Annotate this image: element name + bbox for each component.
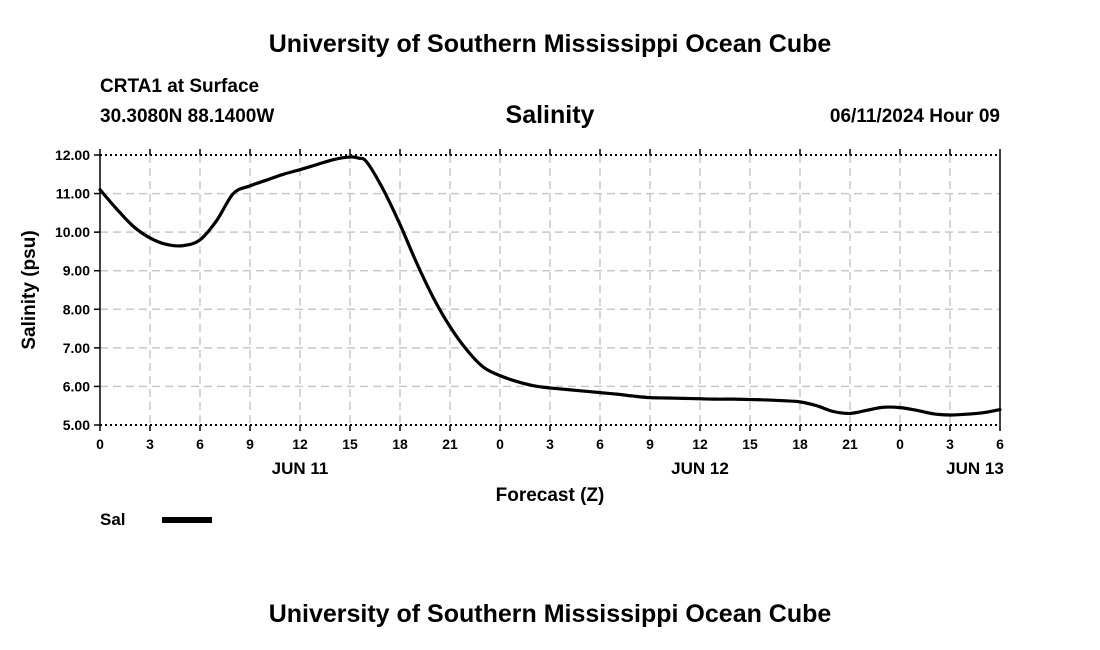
- x-tick-label: 9: [646, 436, 654, 452]
- day-label: JUN 12: [671, 459, 729, 478]
- station-label: CRTA1 at Surface: [100, 76, 260, 97]
- legend-line-swatch: [162, 517, 212, 523]
- x-tick-label: 9: [246, 436, 254, 452]
- x-tick-label: 12: [292, 436, 308, 452]
- station-coordinates: 30.3080N 88.1400W: [100, 106, 275, 127]
- y-tick-label: 11.00: [56, 186, 90, 202]
- x-tick-label: 0: [896, 436, 904, 452]
- y-axis-title: Salinity (psu): [19, 230, 40, 349]
- x-tick-label: 15: [342, 436, 358, 452]
- day-label: JUN 11: [272, 459, 329, 478]
- y-tick-label: 5.00: [63, 417, 90, 433]
- y-tick-label: 7.00: [63, 340, 90, 356]
- y-tick-label: 9.00: [63, 263, 90, 279]
- x-tick-label: 12: [692, 436, 708, 452]
- x-tick-label: 0: [96, 436, 104, 452]
- y-tick-label: 6.00: [63, 378, 90, 394]
- x-tick-label: 3: [546, 436, 554, 452]
- x-tick-label: 3: [146, 436, 154, 452]
- x-tick-label: 6: [596, 436, 604, 452]
- forecast-datetime: 06/11/2024 Hour 09: [829, 106, 1000, 127]
- chart-title: University of Southern Mississippi Ocean…: [268, 30, 832, 58]
- y-tick-label: 12.00: [55, 147, 90, 163]
- series-line-sal: [98, 155, 1002, 417]
- day-label: JUN 13: [946, 459, 1004, 478]
- x-tick-label: 3: [946, 436, 954, 452]
- x-tick-label: 18: [392, 436, 408, 452]
- x-axis-title: Forecast (Z): [496, 485, 605, 506]
- x-tick-label: 0: [496, 436, 504, 452]
- y-tick-label: 10.00: [55, 224, 90, 240]
- y-tick-label: 8.00: [63, 301, 90, 317]
- footer-title: University of Southern Mississippi Ocean…: [268, 600, 832, 628]
- variable-title: Salinity: [505, 101, 595, 129]
- x-tick-label: 6: [196, 436, 204, 452]
- x-tick-label: 21: [442, 436, 458, 452]
- legend-label: Sal: [100, 510, 126, 529]
- x-tick-label: 6: [996, 436, 1004, 452]
- x-tick-label: 15: [742, 436, 758, 452]
- x-tick-label: 18: [792, 436, 808, 452]
- x-tick-label: 21: [842, 436, 858, 452]
